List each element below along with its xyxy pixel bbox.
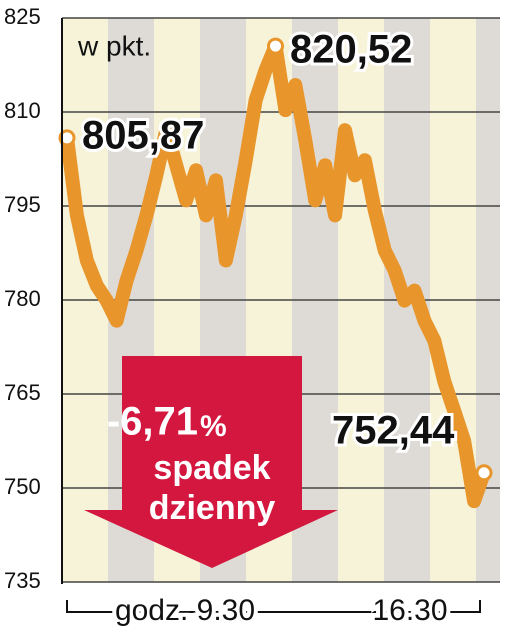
unit-label: w pkt.	[77, 30, 151, 61]
change-arrow: -6,71 % spadek dzienny	[84, 356, 338, 568]
value-label: 805,87	[82, 113, 204, 157]
y-tick-label: 780	[4, 286, 41, 311]
y-tick-label: 825	[4, 4, 41, 29]
value-label: 820,52	[290, 28, 412, 72]
point-marker	[58, 129, 76, 147]
value-label: 752,44	[332, 408, 455, 452]
x-label: 16.30	[372, 594, 447, 627]
change-unit: %	[200, 410, 227, 443]
plot	[58, 37, 493, 509]
y-tick-label: 765	[4, 380, 41, 405]
change-value: -6,71	[107, 400, 198, 444]
arrow-shape	[84, 356, 338, 568]
y-tick-label: 810	[4, 98, 41, 123]
y-tick-label: 735	[4, 568, 41, 593]
annotations: 805,87 820,52 752,44	[79, 25, 458, 456]
x-label: godz. 9.30	[115, 594, 255, 627]
point-marker	[475, 464, 493, 482]
point-marker	[267, 37, 284, 55]
y-tick-label: 750	[4, 474, 41, 499]
x-bracket	[66, 600, 481, 613]
change-text: spadek	[153, 449, 270, 487]
y-tick-label: 795	[4, 192, 41, 217]
change-text: dzienny	[149, 489, 276, 527]
